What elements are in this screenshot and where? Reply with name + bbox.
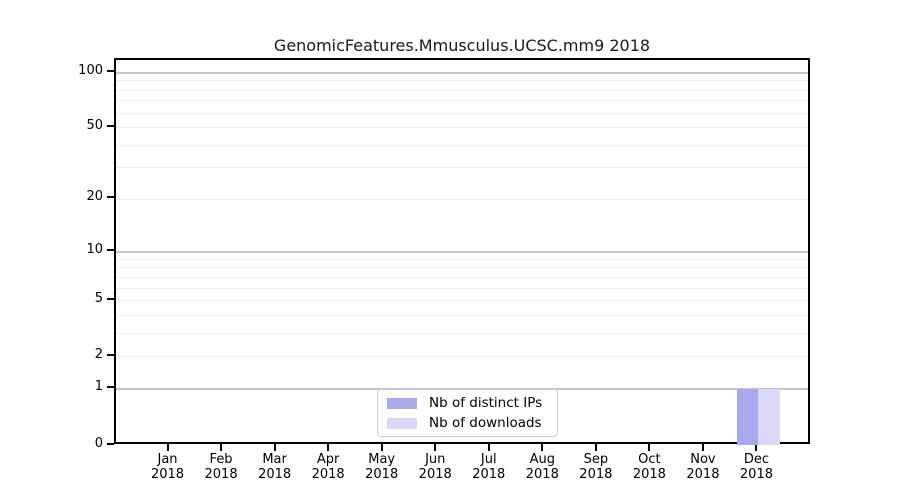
x-tick-year: 2018 <box>418 467 452 482</box>
bar-distinct-ips-dec <box>737 389 759 446</box>
x-tick-month: Nov <box>690 452 716 467</box>
x-axis-tick <box>648 444 651 451</box>
x-axis-tick <box>755 444 758 451</box>
x-axis-tick <box>273 444 276 451</box>
x-axis-tick <box>327 444 330 451</box>
y-gridline-minor <box>116 89 808 91</box>
x-tick-label: May 2018 <box>342 452 422 482</box>
x-tick-label: Sep 2018 <box>556 452 636 482</box>
y-gridline-minor <box>116 80 808 82</box>
y-gridline-major <box>116 250 808 253</box>
y-tick-label: 0 <box>94 435 103 451</box>
y-tick-label: 1 <box>94 379 103 395</box>
x-tick-year: 2018 <box>150 467 185 482</box>
x-tick-month: Oct <box>638 452 661 467</box>
x-tick-month: Sep <box>583 452 609 467</box>
y-axis-tick <box>107 124 114 127</box>
y-axis-tick <box>107 442 114 445</box>
x-tick-year: 2018 <box>686 467 720 482</box>
y-axis-tick <box>107 353 114 356</box>
x-axis-tick <box>380 444 383 451</box>
x-axis-tick <box>487 444 490 451</box>
x-axis-tick <box>166 444 169 451</box>
x-tick-label: Mar 2018 <box>235 452 315 482</box>
legend: Nb of distinct IPs Nb of downloads <box>377 389 558 437</box>
x-tick-label: Oct 2018 <box>609 452 689 482</box>
x-tick-label: Jan 2018 <box>128 452 208 482</box>
x-tick-label: Jun 2018 <box>395 452 475 482</box>
y-gridline-minor <box>116 144 808 146</box>
y-gridline-minor <box>116 112 808 114</box>
y-gridline-minor <box>116 258 808 260</box>
y-gridline-minor <box>116 198 808 200</box>
x-tick-label: Dec 2018 <box>716 452 796 482</box>
x-tick-label: Aug 2018 <box>502 452 582 482</box>
chart-title: GenomicFeatures.Mmusculus.UCSC.mm9 2018 <box>273 36 651 55</box>
x-axis-tick <box>541 444 544 451</box>
x-axis-tick <box>594 444 597 451</box>
downloads-swatch <box>387 417 417 429</box>
x-tick-label: Nov 2018 <box>663 452 743 482</box>
legend-label: Nb of downloads <box>429 415 542 431</box>
y-tick-label: 50 <box>86 117 103 133</box>
x-tick-month: Mar <box>262 452 287 467</box>
x-tick-label: Feb 2018 <box>181 452 261 482</box>
y-gridline-minor <box>116 100 808 102</box>
y-axis-tick <box>107 196 114 199</box>
bar-downloads-dec <box>758 389 780 446</box>
x-tick-label: Apr 2018 <box>288 452 368 482</box>
x-tick-year: 2018 <box>258 467 292 482</box>
y-gridline-minor <box>116 287 808 289</box>
x-tick-year: 2018 <box>365 467 399 482</box>
x-tick-month: May <box>368 452 396 467</box>
y-gridline-minor <box>116 127 808 129</box>
y-gridline-major <box>116 71 808 74</box>
legend-label: Nb of distinct IPs <box>429 395 543 411</box>
y-tick-label: 2 <box>94 346 103 362</box>
x-tick-year: 2018 <box>739 467 773 482</box>
x-axis-tick <box>220 444 223 451</box>
x-tick-month: Jul <box>480 452 497 467</box>
y-gridline-minor <box>116 314 808 316</box>
y-axis-tick <box>107 69 114 72</box>
x-tick-month: Dec <box>743 452 770 467</box>
x-tick-month: Jan <box>157 452 178 467</box>
y-gridline-minor <box>116 300 808 302</box>
distinct-ips-swatch <box>387 397 417 409</box>
x-tick-month: Jun <box>425 452 446 467</box>
x-tick-year: 2018 <box>632 467 666 482</box>
x-axis-tick <box>434 444 437 451</box>
y-gridline-minor <box>116 332 808 334</box>
x-tick-year: 2018 <box>525 467 559 482</box>
x-tick-year: 2018 <box>579 467 613 482</box>
x-axis-tick <box>701 444 704 451</box>
y-tick-label: 100 <box>78 62 103 78</box>
x-tick-year: 2018 <box>311 467 345 482</box>
y-gridline-minor <box>116 267 808 269</box>
y-tick-label: 20 <box>86 189 103 205</box>
y-axis-tick <box>107 386 114 389</box>
x-tick-month: Apr <box>316 452 340 467</box>
x-tick-month: Feb <box>209 452 233 467</box>
plot-area <box>114 58 810 446</box>
legend-item-downloads: Nb of downloads <box>387 415 549 431</box>
y-axis-tick <box>107 297 114 300</box>
y-gridline-minor <box>116 276 808 278</box>
x-tick-year: 2018 <box>204 467 238 482</box>
y-tick-label: 5 <box>94 290 103 306</box>
x-tick-label: Jul 2018 <box>449 452 529 482</box>
x-tick-year: 2018 <box>472 467 506 482</box>
x-tick-month: Aug <box>529 452 555 467</box>
legend-item-distinct-ips: Nb of distinct IPs <box>387 395 549 411</box>
y-gridline-minor <box>116 167 808 169</box>
y-tick-label: 10 <box>86 241 103 257</box>
y-axis-tick <box>107 248 114 251</box>
y-gridline-minor <box>116 356 808 358</box>
